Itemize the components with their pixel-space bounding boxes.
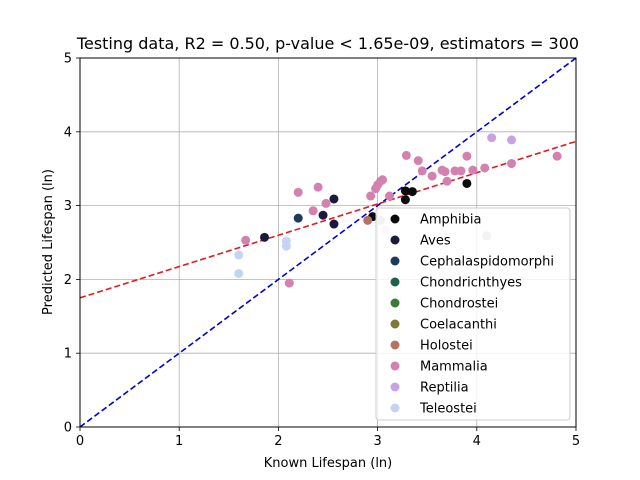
legend-entry-coelacanthi: Coelacanthi — [420, 318, 497, 333]
y-tick-label: 0 — [64, 421, 72, 436]
legend: Amphibia Aves Cephalaspidomorphi Chondricht… — [375, 207, 571, 421]
y-tick-label: 3 — [64, 199, 72, 214]
legend-entry-teleostei: Teleostei — [419, 402, 477, 417]
legend-marker — [390, 256, 400, 266]
y-axis-ticks: 0 1 2 3 4 5 — [64, 52, 80, 436]
x-tick-label: 4 — [473, 434, 481, 449]
data-point-aves — [329, 194, 339, 204]
x-tick-label: 2 — [274, 434, 282, 449]
plot-frame — [79, 57, 577, 428]
legend-marker — [390, 361, 400, 371]
y-tick-label: 1 — [64, 347, 72, 362]
data-point-cephalaspidomorphi — [293, 213, 303, 223]
data-point-amphibia — [407, 187, 417, 197]
data-point-mammalia — [308, 206, 318, 216]
data-point-mammalia — [462, 151, 472, 161]
legend-entry-mammalia: Mammalia — [420, 360, 488, 375]
data-point-teleostei — [234, 250, 244, 260]
data-point-teleostei — [281, 236, 291, 246]
data-point-mammalia — [468, 165, 478, 175]
data-point-mammalia — [321, 198, 331, 208]
y-tick-label: 4 — [64, 125, 72, 140]
legend-marker — [390, 403, 400, 413]
legend-entry-cephalaspidomorphi: Cephalaspidomorphi — [420, 255, 554, 270]
x-axis-ticks: 0 1 2 3 4 5 — [76, 427, 580, 449]
data-point-amphibia — [400, 186, 410, 196]
data-point-reptilia — [487, 133, 497, 143]
legend-marker — [390, 319, 400, 329]
data-point-mammalia — [366, 191, 376, 201]
data-point-aves — [260, 232, 270, 242]
reference-line-1 — [80, 140, 576, 299]
data-point-mammalia — [442, 176, 452, 186]
legend-entry-chondrichthyes: Chondrichthyes — [420, 276, 522, 291]
data-point-mammalia — [417, 166, 427, 176]
legend-entry-reptilia: Reptilia — [420, 381, 469, 396]
data-point-mammalia — [241, 235, 251, 245]
legend-marker — [390, 214, 400, 224]
data-point-mammalia — [313, 182, 323, 192]
data-point-mammalia — [413, 156, 423, 166]
x-axis-title: Known Lifespan (ln) — [264, 456, 393, 471]
legend-entry-chondrostei: Chondrostei — [420, 297, 498, 312]
data-point-mammalia — [507, 159, 517, 169]
data-point-mammalia — [378, 175, 388, 185]
data-point-mammalia — [284, 278, 294, 288]
data-point-mammalia — [456, 166, 466, 176]
x-tick-label: 3 — [373, 434, 381, 449]
data-point-amphibia — [400, 195, 410, 205]
legend-marker — [390, 298, 400, 308]
y-tick-label: 2 — [64, 273, 72, 288]
data-point-mammalia — [552, 151, 562, 161]
y-axis-title: Predicted Lifespan (ln) — [41, 169, 56, 315]
legend-marker — [390, 382, 400, 392]
chart-title: Testing data, R2 = 0.50, p-value < 1.65e… — [76, 34, 579, 53]
data-point-mammalia — [480, 163, 490, 173]
data-point-mammalia — [385, 191, 395, 201]
legend-entry-amphibia: Amphibia — [420, 213, 482, 228]
data-point-aves — [318, 210, 328, 220]
x-tick-label: 0 — [76, 434, 84, 449]
data-point-mammalia — [401, 150, 411, 160]
legend-box — [375, 207, 571, 421]
data-point-mammalia — [427, 171, 437, 181]
data-point-aves — [329, 219, 339, 229]
x-tick-label: 1 — [175, 434, 183, 449]
data-point-mammalia — [440, 167, 450, 177]
legend-entry-aves: Aves — [420, 234, 451, 249]
data-point-teleostei — [234, 268, 244, 278]
data-point-amphibia — [462, 178, 472, 188]
reference-lines — [80, 58, 576, 427]
y-tick-label: 5 — [64, 52, 72, 67]
data-point-mammalia — [293, 187, 303, 197]
reference-line-0 — [80, 58, 576, 427]
legend-marker — [390, 235, 400, 245]
data-point-reptilia — [507, 135, 517, 145]
legend-marker — [390, 340, 400, 350]
legend-marker — [390, 277, 400, 287]
legend-entry-holostei: Holostei — [420, 339, 473, 354]
data-point-holostei — [363, 215, 373, 225]
x-tick-label: 5 — [572, 434, 580, 449]
